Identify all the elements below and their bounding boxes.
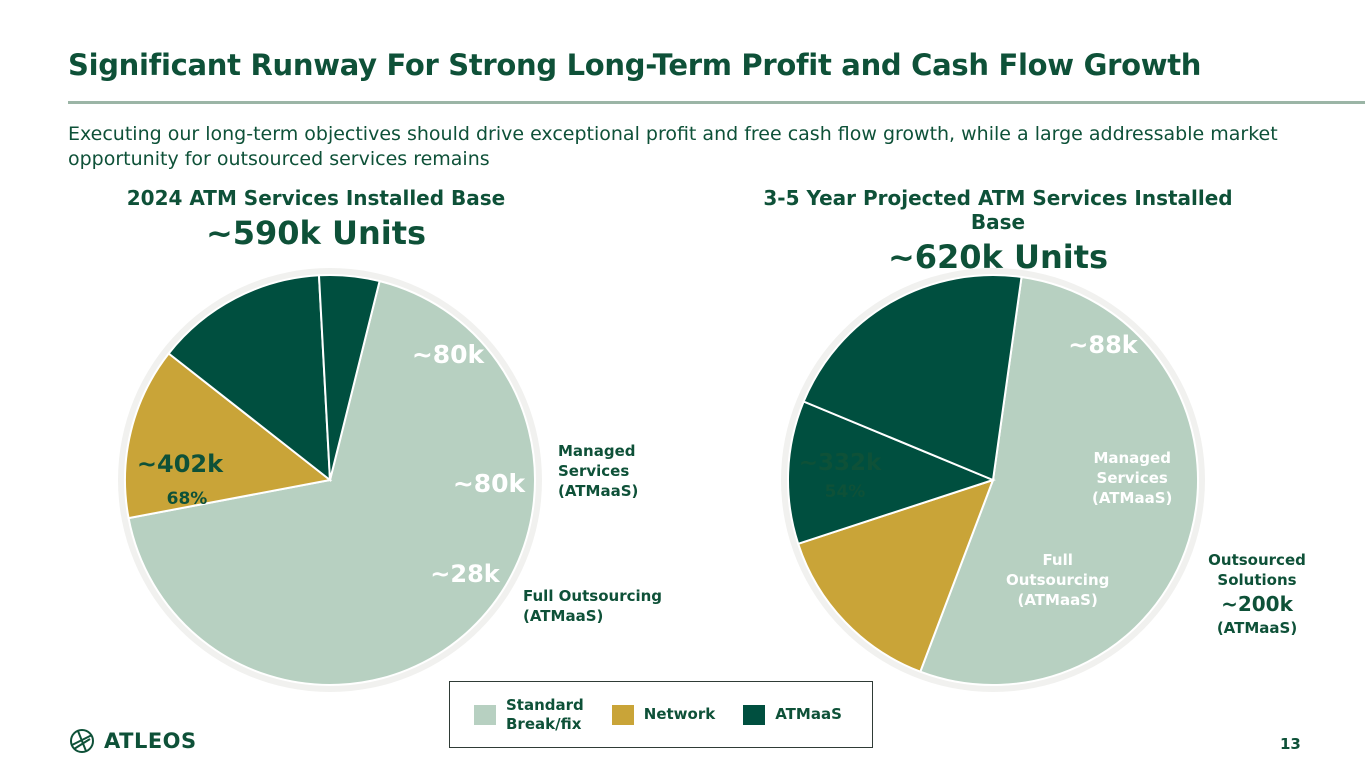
page-title: Significant Runway For Strong Long-Term … [68, 48, 1202, 82]
logo-text: ATLEOS [104, 729, 197, 753]
left-chart-header: 2024 ATM Services Installed Base ~590k U… [56, 186, 576, 252]
slice-value-label: ~332k [799, 450, 882, 476]
legend-item-network: Network [611, 704, 716, 725]
pie-slice [317, 274, 381, 481]
left-managed-services-callout: Managed Services (ATMaaS) [558, 441, 638, 501]
pie-slice [167, 274, 332, 483]
slice-percent-label: 54% [825, 482, 866, 502]
legend-label: ATMaaS [775, 705, 842, 723]
callout-value: ~200k [1221, 592, 1293, 616]
pie-slice [802, 274, 1023, 482]
callout-line: (ATMaaS) [523, 607, 604, 625]
right-chart-header: 3-5 Year Projected ATM Services Installe… [738, 186, 1258, 276]
legend-item-standard: Standard Break/fix [474, 696, 584, 734]
callout-line: Outsourcing [1006, 571, 1110, 589]
page-subtitle: Executing our long-term objectives shoul… [68, 123, 1278, 170]
legend-label: Network [643, 705, 716, 723]
callout-line: Managed [558, 442, 636, 460]
slice-value-label: ~80k [453, 469, 527, 498]
callout-line: Services [558, 462, 630, 480]
page-number: 13 [1280, 735, 1301, 753]
legend-swatch [743, 704, 766, 725]
slice-percent-label: 68% [167, 489, 208, 509]
right-managed-services-callout: Managed Services (ATMaaS) [1092, 448, 1172, 508]
legend: Standard Break/fix Network ATMaaS [449, 681, 873, 748]
slice-value-label: ~402k [137, 450, 224, 478]
pie-slice [918, 275, 1199, 686]
legend-item-atmaas: ATMaaS [743, 704, 842, 725]
slice-value-label: ~88k [1068, 331, 1139, 359]
slice-value-label: ~80k [412, 340, 486, 369]
callout-line: (ATMaaS) [1017, 591, 1098, 609]
callout-line: (ATMaaS) [558, 482, 639, 500]
globe-icon [70, 729, 94, 753]
callout-line: (ATMaaS) [1092, 489, 1173, 507]
title-divider [68, 101, 1365, 104]
callout-line: (ATMaaS) [1216, 619, 1298, 637]
callout-line: Outsourced [1208, 551, 1306, 569]
pie-slice [124, 352, 333, 520]
atleos-logo: ATLEOS [68, 727, 197, 755]
callout-line: Services [1096, 469, 1168, 487]
right-chart-title: 3-5 Year Projected ATM Services Installe… [763, 186, 1233, 234]
legend-swatch [474, 704, 496, 725]
callout-line: Managed [1093, 449, 1171, 467]
right-full-outsourcing-callout: Full Outsourcing (ATMaaS) [1006, 550, 1109, 610]
pie-slice [127, 279, 536, 686]
left-chart-subtitle: ~590k Units [205, 214, 427, 252]
slice-value-label: ~28k [430, 560, 501, 588]
callout-line: Solutions [1217, 571, 1297, 589]
left-full-outsourcing-callout: Full Outsourcing (ATMaaS) [523, 586, 662, 626]
legend-swatch [611, 704, 634, 725]
legend-label: Standard Break/fix [506, 695, 584, 733]
left-chart-title: 2024 ATM Services Installed Base [126, 186, 506, 210]
callout-line: Full [1042, 551, 1073, 569]
pie-slice [787, 400, 996, 546]
right-outsourced-solutions-callout: Outsourced Solutions ~200k (ATMaaS) [1198, 550, 1316, 638]
callout-line: Full Outsourcing [523, 587, 663, 605]
